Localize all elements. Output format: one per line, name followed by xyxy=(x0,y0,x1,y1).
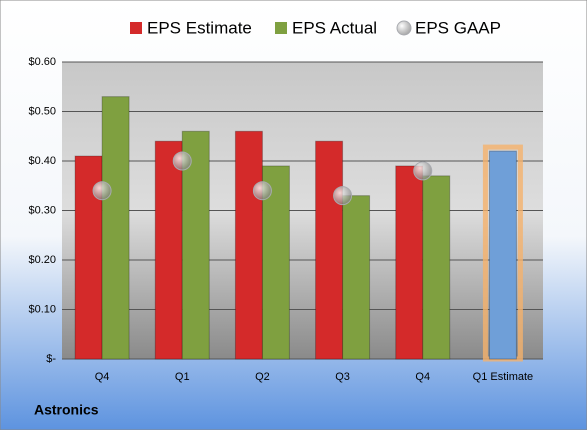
x-tick-label: Q3 xyxy=(335,371,350,383)
legend-label: EPS Actual xyxy=(292,18,377,37)
legend-label: EPS Estimate xyxy=(147,18,252,37)
legend-marker xyxy=(130,22,142,34)
bar xyxy=(234,130,263,360)
y-tick-label: $- xyxy=(46,353,56,365)
chart-title: Astronics xyxy=(34,402,99,418)
bar xyxy=(488,150,517,360)
y-tick-label: $0.30 xyxy=(28,204,56,216)
gaap-marker xyxy=(333,186,353,206)
y-tick-label: $0.10 xyxy=(28,303,56,315)
x-tick-label: Q2 xyxy=(255,371,270,383)
legend-marker xyxy=(396,20,412,36)
x-tick-label: Q1 Estimate xyxy=(473,371,534,383)
bar xyxy=(422,175,451,360)
legend-marker xyxy=(275,22,287,34)
bar xyxy=(342,195,371,360)
bar xyxy=(154,140,183,360)
gaap-marker xyxy=(413,161,433,181)
bar xyxy=(261,165,290,360)
y-tick-label: $0.50 xyxy=(28,105,56,117)
gaap-marker xyxy=(172,151,192,171)
x-tick-label: Q4 xyxy=(95,371,110,383)
gaap-marker xyxy=(252,181,272,201)
x-tick-label: Q4 xyxy=(415,371,430,383)
y-tick-label: $0.40 xyxy=(28,155,56,167)
x-tick-label: Q1 xyxy=(175,371,190,383)
legend-label: EPS GAAP xyxy=(415,18,501,37)
bar xyxy=(395,165,424,360)
bar xyxy=(101,96,130,360)
y-tick-label: $0.20 xyxy=(28,254,56,266)
y-tick-label: $0.60 xyxy=(28,56,56,68)
gaap-marker xyxy=(92,181,112,201)
bar xyxy=(315,140,344,360)
